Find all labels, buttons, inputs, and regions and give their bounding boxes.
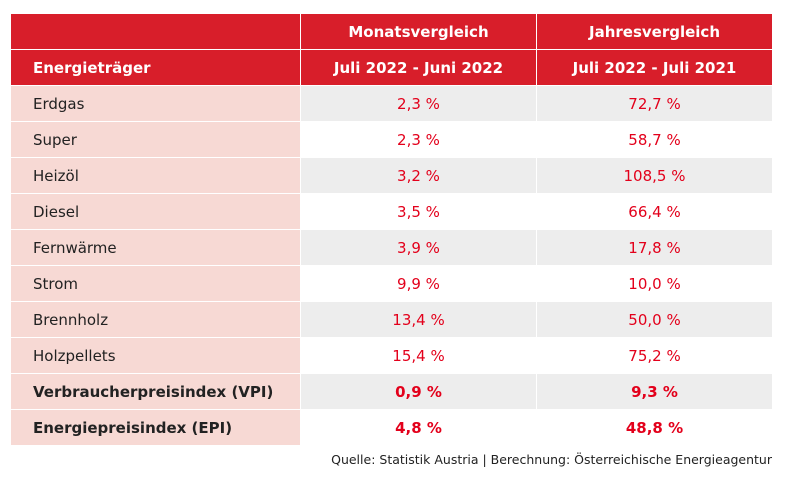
table-row: Brennholz 13,4 % 50,0 % [10,301,773,338]
month-change-value: 3,9 % [300,229,537,266]
energy-carrier-name: Brennholz [10,301,301,338]
month-change-value: 2,3 % [300,121,537,158]
table-row: Erdgas 2,3 % 72,7 % [10,85,773,122]
year-change-value: 72,7 % [536,85,773,122]
year-change-value: 48,8 % [536,409,773,446]
month-change-value: 4,8 % [300,409,537,446]
year-change-value: 9,3 % [536,373,773,410]
month-change-value: 3,2 % [300,157,537,194]
year-change-value: 58,7 % [536,121,773,158]
table-row: Super 2,3 % 58,7 % [10,121,773,158]
summary-row-vpi: Verbraucherpreisindex (VPI) 0,9 % 9,3 % [10,373,773,410]
table-row: Fernwärme 3,9 % 17,8 % [10,229,773,266]
energy-carrier-name: Holzpellets [10,337,301,374]
year-change-value: 75,2 % [536,337,773,374]
energy-carrier-name: Super [10,121,301,158]
table-row: Strom 9,9 % 10,0 % [10,265,773,302]
source-note: Quelle: Statistik Austria | Berechnung: … [331,452,772,467]
energy-price-table-container: Monatsvergleich Jahresvergleich Energiet… [10,13,773,446]
table-row: Heizöl 3,2 % 108,5 % [10,157,773,194]
header-empty-cell [10,13,301,50]
index-name: Energiepreisindex (EPI) [10,409,301,446]
year-change-value: 17,8 % [536,229,773,266]
month-change-value: 13,4 % [300,301,537,338]
year-change-value: 10,0 % [536,265,773,302]
energy-carrier-name: Fernwärme [10,229,301,266]
header-period-month: Juli 2022 - Juni 2022 [300,49,537,86]
year-change-value: 50,0 % [536,301,773,338]
month-change-value: 2,3 % [300,85,537,122]
energy-price-table: Monatsvergleich Jahresvergleich Energiet… [10,13,773,446]
month-change-value: 15,4 % [300,337,537,374]
header-energietraeger: Energieträger [10,49,301,86]
index-name: Verbraucherpreisindex (VPI) [10,373,301,410]
energy-carrier-name: Erdgas [10,85,301,122]
header-period-year: Juli 2022 - Juli 2021 [536,49,773,86]
header-monatsvergleich: Monatsvergleich [300,13,537,50]
header-jahresvergleich: Jahresvergleich [536,13,773,50]
energy-carrier-name: Heizöl [10,157,301,194]
year-change-value: 108,5 % [536,157,773,194]
header-row-periods: Energieträger Juli 2022 - Juni 2022 Juli… [10,49,773,86]
header-row-comparison: Monatsvergleich Jahresvergleich [10,13,773,50]
year-change-value: 66,4 % [536,193,773,230]
month-change-value: 0,9 % [300,373,537,410]
month-change-value: 3,5 % [300,193,537,230]
summary-row-epi: Energiepreisindex (EPI) 4,8 % 48,8 % [10,409,773,446]
table-row: Diesel 3,5 % 66,4 % [10,193,773,230]
energy-carrier-name: Strom [10,265,301,302]
table-row: Holzpellets 15,4 % 75,2 % [10,337,773,374]
month-change-value: 9,9 % [300,265,537,302]
energy-carrier-name: Diesel [10,193,301,230]
